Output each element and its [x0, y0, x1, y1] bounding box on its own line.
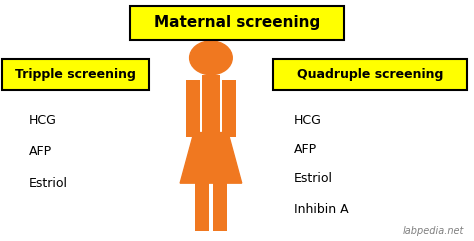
- FancyBboxPatch shape: [202, 75, 220, 133]
- Text: labpedia.net: labpedia.net: [403, 226, 465, 236]
- Text: Estriol: Estriol: [294, 172, 333, 185]
- Text: Estriol: Estriol: [28, 177, 67, 190]
- Text: Inhibin A: Inhibin A: [294, 203, 348, 216]
- Text: HCG: HCG: [28, 114, 56, 127]
- Text: Tripple screening: Tripple screening: [15, 68, 137, 81]
- Text: AFP: AFP: [294, 143, 317, 156]
- Text: Maternal screening: Maternal screening: [154, 15, 320, 30]
- FancyBboxPatch shape: [213, 183, 227, 231]
- Text: Quadruple screening: Quadruple screening: [297, 68, 443, 81]
- Text: HCG: HCG: [294, 114, 322, 127]
- FancyBboxPatch shape: [2, 59, 149, 90]
- Text: AFP: AFP: [28, 145, 52, 158]
- Polygon shape: [180, 133, 242, 183]
- FancyBboxPatch shape: [222, 80, 236, 137]
- FancyBboxPatch shape: [130, 6, 344, 40]
- FancyBboxPatch shape: [186, 80, 200, 137]
- FancyBboxPatch shape: [195, 183, 209, 231]
- FancyBboxPatch shape: [273, 59, 467, 90]
- Ellipse shape: [190, 41, 232, 75]
